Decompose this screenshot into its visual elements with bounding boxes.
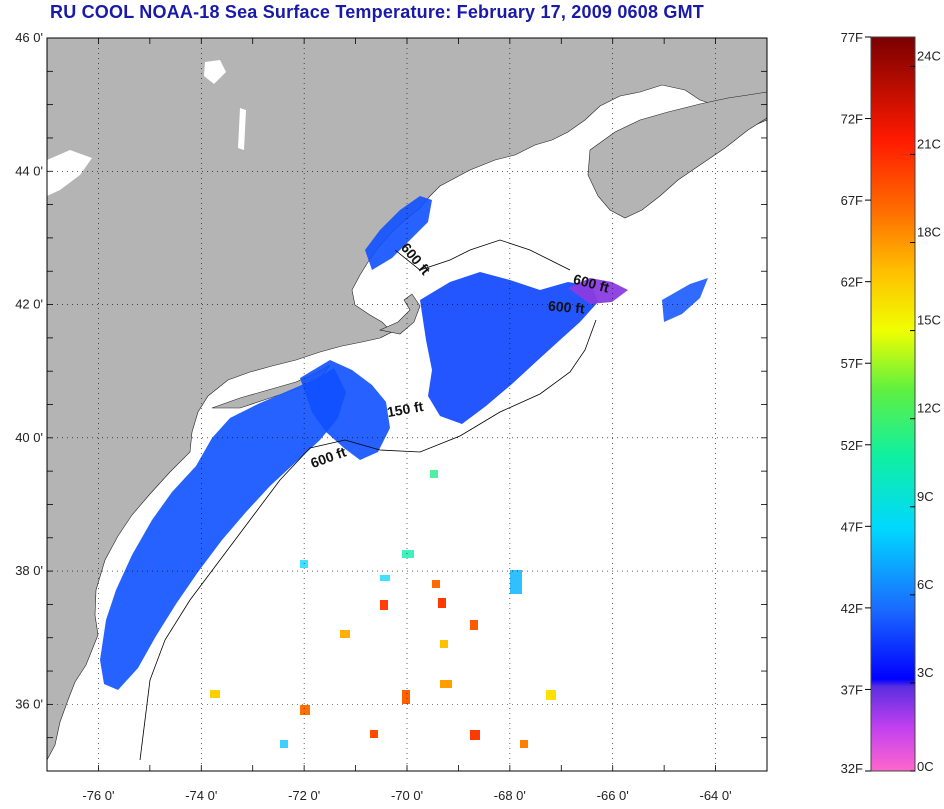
sst-scattered-pixels (210, 470, 556, 748)
colorbar-f-label: 32F (841, 761, 863, 776)
depth-contour (149, 319, 597, 681)
colorbar-f-label: 77F (841, 30, 863, 45)
lon-tick-label: -64 0' (700, 788, 732, 803)
colorbar (870, 36, 916, 772)
depth-contour-label: 150 ft (386, 398, 425, 420)
colorbar-f-label: 42F (841, 601, 863, 616)
depth-contour-label: 600 ft (548, 297, 586, 316)
colorbar-c-label: 3C (917, 665, 934, 680)
colorbar-f-label: 52F (841, 438, 863, 453)
lon-tick-label: -70 0' (391, 788, 423, 803)
colorbar-c-label: 0C (917, 759, 934, 774)
colorbar-f-label: 47F (841, 519, 863, 534)
colorbar-c-label: 6C (917, 577, 934, 592)
colorbar-c-label: 9C (917, 489, 934, 504)
colorbar-f-label: 37F (841, 682, 863, 697)
lake (238, 108, 246, 150)
lon-tick-label: -72 0' (288, 788, 320, 803)
colorbar-ticks: 77F 72F 67F 62F 57F 52F 47F 42F 37F 32F 24C 21C 18C 1… (841, 30, 941, 776)
lat-tick-label: 44 0' (15, 163, 43, 178)
sst-gulf-maine (365, 196, 432, 270)
sst-coastal-band (100, 368, 346, 690)
colorbar-f-label: 62F (841, 275, 863, 290)
colorbar-f-label: 67F (841, 193, 863, 208)
sst-cold-patch (568, 278, 628, 304)
lon-tick-label: -66 0' (597, 788, 629, 803)
map-gridlines (47, 38, 767, 771)
sst-eastern-patch (662, 278, 708, 322)
lake (47, 150, 92, 196)
lat-tick-label: 42 0' (15, 297, 43, 312)
lon-tick-label: -74 0' (185, 788, 217, 803)
lon-tick-label: -68 0' (494, 788, 526, 803)
colorbar-c-label: 12C (917, 401, 941, 416)
lat-tick-label: 46 0' (15, 30, 43, 45)
colorbar-c-label: 18C (917, 225, 941, 240)
colorbar-c-label: 21C (917, 136, 941, 151)
colorbar-c-label: 15C (917, 313, 941, 328)
lat-tick-label: 36 0' (15, 696, 43, 711)
sst-georges-bank (420, 272, 598, 424)
lon-tick-label: -76 0' (82, 788, 114, 803)
map-title: RU COOL NOAA-18 Sea Surface Temperature:… (50, 2, 704, 22)
colorbar-c-label: 24C (917, 48, 941, 63)
land-mainland (47, 38, 767, 761)
colorbar-f-label: 57F (841, 356, 863, 371)
lake (204, 60, 226, 84)
colorbar-f-label: 72F (841, 112, 863, 127)
depth-contour (139, 679, 151, 761)
map-ticks: -76 0' -74 0' -72 0' -70 0' -68 0' -66 0' -64 … (15, 30, 768, 803)
lat-tick-label: 38 0' (15, 563, 43, 578)
land-nova-scotia (587, 91, 767, 219)
sst-shelf-patch (300, 360, 390, 460)
lat-tick-label: 40 0' (15, 430, 43, 445)
land-cape-cod (379, 293, 421, 335)
depth-contour (394, 239, 571, 271)
